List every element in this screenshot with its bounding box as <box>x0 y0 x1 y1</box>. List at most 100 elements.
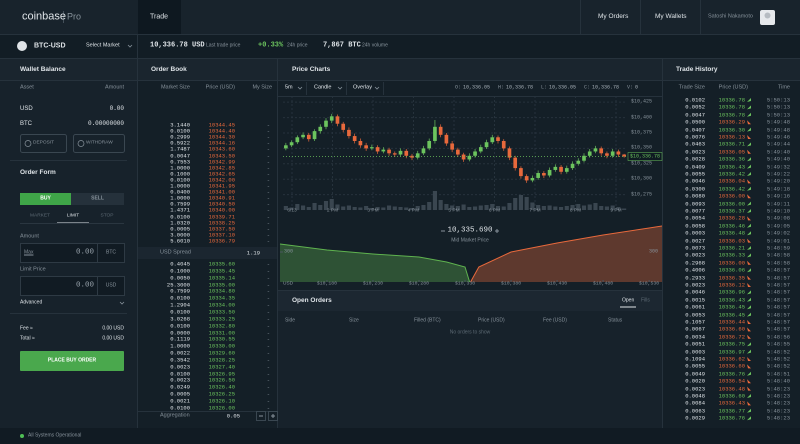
trade-price: 10336.60 <box>718 325 745 333</box>
order-type-tab[interactable]: MARKET <box>30 213 50 219</box>
book-price: 10326.10 <box>208 397 235 405</box>
trade-direction <box>747 231 751 236</box>
x-tick-label: 7 PM <box>529 208 541 214</box>
aggregation-button[interactable] <box>268 411 278 421</box>
candle-body <box>582 155 586 161</box>
trade-size: 0.0055 <box>685 362 705 370</box>
candle-body <box>421 148 426 154</box>
trade-time: 5:48:58 <box>766 251 790 259</box>
trade-direction <box>747 386 751 391</box>
wallet-button-label[interactable]: DEPOSIT <box>33 140 55 146</box>
trade-price: 10336.96 <box>718 288 745 296</box>
aggregation-button[interactable] <box>256 411 266 421</box>
book-size: 1.2904 <box>170 301 190 309</box>
x-tick-label: 4 PM <box>407 208 420 214</box>
nav-tab[interactable]: Trade <box>149 13 169 21</box>
book-my-size: - <box>266 212 270 220</box>
book-price: 10343.60 <box>208 145 235 153</box>
trade-time: 5:48:57 <box>766 318 790 326</box>
book-my-size: - <box>266 287 270 295</box>
trade-price: 10336.36 <box>718 155 745 163</box>
trade-time: 5:48:58 <box>766 259 790 267</box>
book-my-size: - <box>266 170 270 178</box>
trade-time: 5:48:56 <box>766 333 790 341</box>
volume-bar <box>358 207 363 210</box>
trade-price: 10336.48 <box>718 384 745 392</box>
trade-direction <box>747 172 751 176</box>
panel-header <box>0 58 137 80</box>
book-my-size: - <box>266 342 270 350</box>
orders-tab[interactable]: Fills <box>641 297 650 304</box>
volume-bar <box>289 207 294 210</box>
candle-body <box>415 153 420 158</box>
book-my-size: - <box>266 267 270 275</box>
candle-body <box>306 134 311 140</box>
x-tick-label: 2 PM <box>326 208 339 214</box>
order-type-tab[interactable]: LIMIT <box>66 213 80 219</box>
volume-bar <box>306 207 311 210</box>
logo-sub: Pro <box>67 11 82 22</box>
trade-size: 0.0077 <box>685 207 705 215</box>
chart-control[interactable]: Candle <box>314 84 332 91</box>
trade-price: 10336.46 <box>718 222 745 230</box>
input-value[interactable]: 0.00 <box>75 248 94 257</box>
trade-size: 0.0023 <box>685 251 705 259</box>
open-orders-panel <box>278 291 662 428</box>
depth-fill <box>470 226 662 282</box>
trade-direction <box>747 186 751 191</box>
wallet-button-label[interactable]: WITHDRAW <box>86 140 113 146</box>
trade-time: 5:48:23 <box>766 392 790 400</box>
book-price: 10342.65 <box>208 170 235 178</box>
book-size: 0.2999 <box>170 133 190 141</box>
volume-bar <box>553 206 558 210</box>
book-price: 10339.71 <box>208 212 235 220</box>
select-market[interactable]: Select Market <box>86 42 120 49</box>
trade-time: 5:49:18 <box>766 185 790 193</box>
book-price: 10338.25 <box>208 218 235 226</box>
book-my-size: - <box>266 121 270 129</box>
volume-bar <box>559 207 564 210</box>
trade-direction <box>747 357 751 361</box>
book-price: 10330.00 <box>208 342 235 350</box>
trade-time: 5:48:52 <box>766 347 790 355</box>
trade-direction <box>747 275 751 280</box>
orders-tab[interactable]: Open <box>622 297 635 304</box>
trade-size: 0.0020 <box>685 377 705 385</box>
input-value[interactable]: 0.00 <box>75 281 94 290</box>
volume-bar <box>536 205 541 210</box>
volume-bar <box>427 202 432 210</box>
candle-body <box>622 154 626 157</box>
side-toggle[interactable]: SELL <box>91 195 104 202</box>
chart-control[interactable]: 5m <box>285 84 293 91</box>
ohlc-label: O: <box>455 84 462 91</box>
order-type-tab[interactable]: STOP <box>100 213 114 219</box>
nav-link[interactable]: My Orders <box>598 12 629 20</box>
input-box <box>20 276 125 296</box>
submit-button-label[interactable]: PLACE BUY ORDER <box>47 357 97 364</box>
trade-direction <box>747 238 751 243</box>
trade-size: 0.0054 <box>685 214 705 222</box>
book-size: 0.0050 <box>170 273 190 281</box>
ohlc-label: C: <box>584 84 591 91</box>
trade-price: 10336.12 <box>718 281 745 289</box>
book-size: 3.0268 <box>170 315 190 323</box>
book-price: 10340.00 <box>208 206 235 214</box>
trade-direction <box>747 112 751 117</box>
user-name[interactable]: Satoshi Nakamoto <box>708 13 753 20</box>
side-toggle[interactable]: BUY <box>40 195 51 202</box>
depth-line <box>470 225 663 283</box>
chart-control[interactable]: Overlay <box>353 84 372 91</box>
advanced-toggle[interactable]: Advanced <box>20 299 43 306</box>
depth-line <box>279 243 471 283</box>
dropdown-chevron <box>127 44 133 48</box>
depth-x-unit: USD <box>283 281 294 287</box>
book-my-size: - <box>266 151 270 159</box>
candle-body <box>375 147 380 152</box>
volume-label: 24h volume <box>362 42 388 49</box>
max-link[interactable]: Max <box>24 249 34 256</box>
pair: BTC-USD <box>34 42 66 50</box>
trade-direction <box>747 379 751 384</box>
nav-link[interactable]: My Wallets <box>655 12 687 20</box>
trade-price: 10336.43 <box>718 399 745 407</box>
